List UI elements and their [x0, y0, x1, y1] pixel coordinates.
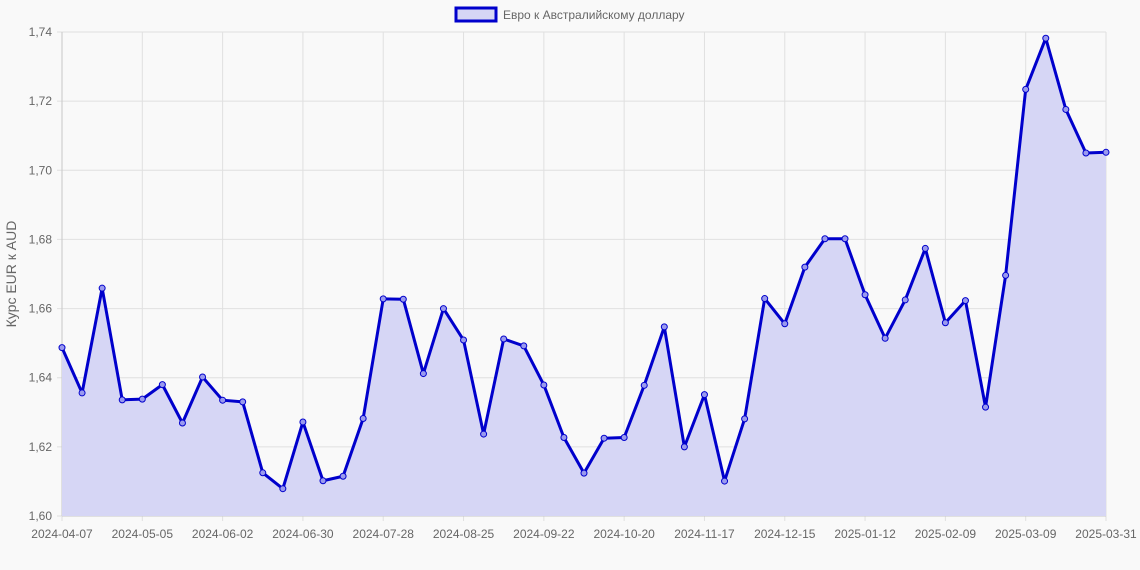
- data-point[interactable]: [961, 297, 969, 305]
- y-tick-label: 1,74: [29, 25, 53, 39]
- y-tick-label: 1,68: [29, 232, 53, 246]
- data-point[interactable]: [219, 396, 227, 404]
- data-point[interactable]: [259, 469, 267, 477]
- data-point[interactable]: [761, 295, 769, 303]
- data-point[interactable]: [480, 430, 488, 438]
- data-point[interactable]: [1022, 85, 1030, 93]
- data-point[interactable]: [921, 244, 929, 252]
- x-tick-label: 2024-04-07: [31, 527, 93, 541]
- data-point[interactable]: [680, 443, 688, 451]
- legend-swatch[interactable]: [454, 6, 498, 23]
- y-tick-label: 1,70: [29, 163, 53, 177]
- data-point[interactable]: [841, 235, 849, 243]
- data-point[interactable]: [881, 334, 889, 342]
- data-point[interactable]: [199, 373, 207, 381]
- data-point[interactable]: [1082, 149, 1090, 157]
- data-point[interactable]: [279, 485, 287, 493]
- data-point[interactable]: [239, 398, 247, 406]
- data-point[interactable]: [399, 295, 407, 303]
- data-point[interactable]: [560, 434, 568, 442]
- data-point[interactable]: [500, 335, 508, 343]
- y-tick-label: 1,66: [29, 302, 53, 316]
- data-point[interactable]: [1062, 105, 1070, 113]
- data-point[interactable]: [741, 415, 749, 423]
- data-point[interactable]: [439, 305, 447, 313]
- x-tick-label: 2024-06-30: [272, 527, 334, 541]
- data-point[interactable]: [299, 418, 307, 426]
- x-tick-label: 2025-03-31: [1075, 527, 1137, 541]
- x-tick-label: 2025-02-09: [915, 527, 977, 541]
- legend-label[interactable]: Евро к Австралийскому доллару: [503, 8, 685, 22]
- x-tick-label: 2025-03-09: [995, 527, 1057, 541]
- x-tick-label: 2024-05-05: [112, 527, 174, 541]
- data-point[interactable]: [721, 477, 729, 485]
- data-point[interactable]: [158, 381, 166, 389]
- x-tick-label: 2024-07-28: [353, 527, 415, 541]
- data-point[interactable]: [781, 320, 789, 328]
- data-point[interactable]: [138, 395, 146, 403]
- x-tick-label: 2024-09-22: [513, 527, 575, 541]
- data-point[interactable]: [118, 396, 126, 404]
- data-point[interactable]: [901, 296, 909, 304]
- y-tick-label: 1,72: [29, 94, 53, 108]
- data-point[interactable]: [98, 284, 106, 292]
- data-point[interactable]: [821, 235, 829, 243]
- data-point[interactable]: [339, 472, 347, 480]
- data-point[interactable]: [540, 381, 548, 389]
- data-point[interactable]: [359, 415, 367, 423]
- data-point[interactable]: [982, 403, 990, 411]
- x-tick-label: 2025-01-12: [834, 527, 896, 541]
- data-point[interactable]: [580, 469, 588, 477]
- y-tick-label: 1,60: [29, 509, 53, 523]
- x-tick-label: 2024-06-02: [192, 527, 254, 541]
- data-point[interactable]: [801, 263, 809, 271]
- data-point[interactable]: [1102, 148, 1110, 156]
- data-point[interactable]: [379, 295, 387, 303]
- data-point[interactable]: [700, 391, 708, 399]
- data-point[interactable]: [640, 381, 648, 389]
- x-tick-label: 2024-11-17: [674, 527, 735, 541]
- data-point[interactable]: [861, 291, 869, 299]
- data-point[interactable]: [58, 344, 66, 352]
- data-point[interactable]: [600, 434, 608, 442]
- data-point[interactable]: [319, 477, 327, 485]
- data-point[interactable]: [660, 323, 668, 331]
- data-point[interactable]: [941, 319, 949, 327]
- data-point[interactable]: [78, 389, 86, 397]
- series: [58, 34, 1110, 516]
- data-point[interactable]: [419, 370, 427, 378]
- data-point[interactable]: [460, 336, 468, 344]
- x-tick-label: 2024-12-15: [754, 527, 816, 541]
- data-point[interactable]: [620, 434, 628, 442]
- axis-ticks: 1,60 1,62 1,64 1,66 1,68 1,70 1,72 1,74 2024-04-…: [29, 25, 1137, 541]
- data-point[interactable]: [178, 419, 186, 427]
- y-axis-title: Курс EUR к AUD: [3, 221, 19, 328]
- data-point[interactable]: [520, 342, 528, 350]
- data-point[interactable]: [1042, 34, 1050, 42]
- series-area: [62, 38, 1106, 516]
- y-tick-label: 1,64: [29, 371, 53, 385]
- data-point[interactable]: [1002, 271, 1010, 279]
- x-tick-label: 2024-08-25: [433, 527, 495, 541]
- legend[interactable]: Евро к Австралийскому доллару: [454, 6, 685, 23]
- y-tick-label: 1,62: [29, 440, 53, 454]
- x-tick-label: 2024-10-20: [593, 527, 655, 541]
